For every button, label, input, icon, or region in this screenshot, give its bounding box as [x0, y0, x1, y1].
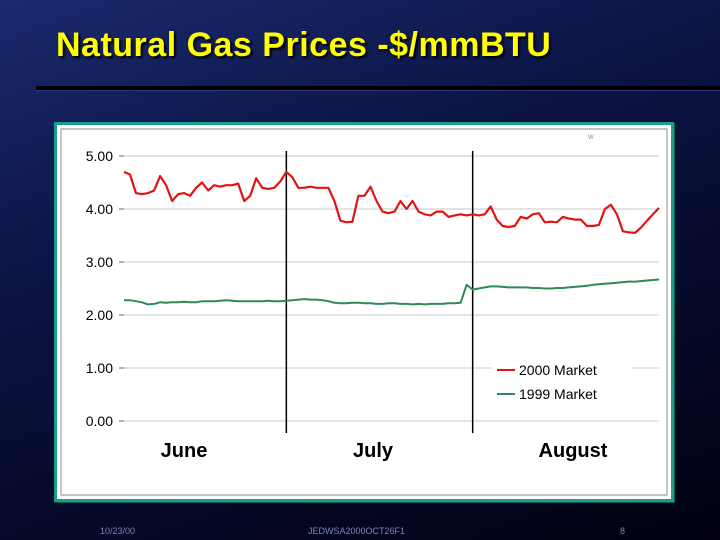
legend-label-2000: 2000 Market	[519, 362, 597, 378]
chart-frame: 0.00 1.00 2.00 3.00 4.00 5.00 June July August …	[54, 122, 674, 502]
legend-label-1999: 1999 Market	[519, 386, 597, 402]
y-tick-label: 5.00	[86, 148, 113, 164]
series-line-1999	[124, 278, 660, 306]
series-line-2000	[123, 170, 660, 235]
footer-code: JEDWSA2000OCT26F1	[308, 526, 406, 536]
y-tick-label: 1.00	[86, 360, 113, 376]
plot-background	[60, 128, 668, 496]
series-lines	[123, 170, 660, 306]
y-tick-label: 0.00	[86, 413, 113, 429]
month-dividers	[285, 151, 474, 433]
legend-box	[491, 355, 632, 405]
month-label: August	[539, 440, 608, 462]
title-divider	[36, 86, 720, 90]
y-tick-label: 2.00	[86, 307, 113, 323]
y-tick-label: 3.00	[86, 254, 113, 270]
month-label: July	[353, 440, 394, 462]
page-number: 8	[620, 526, 626, 536]
y-tick-label: 4.00	[86, 201, 113, 217]
slide-title: Natural Gas Prices -$/mmBTU	[56, 26, 552, 64]
grid-lines	[119, 155, 659, 422]
month-label: June	[161, 440, 208, 462]
x-axis-month-labels: June July August	[161, 440, 608, 462]
stray-mark: w	[587, 132, 594, 141]
chart-legend: 2000 Market 1999 Market	[491, 355, 632, 405]
line-chart: 0.001.002.003.004.005.00 June July August …	[60, 128, 668, 496]
footer-date: 10/23/00	[100, 526, 136, 536]
y-axis-ticks: 0.00 1.00 2.00 3.00 4.00 5.00	[86, 148, 113, 429]
